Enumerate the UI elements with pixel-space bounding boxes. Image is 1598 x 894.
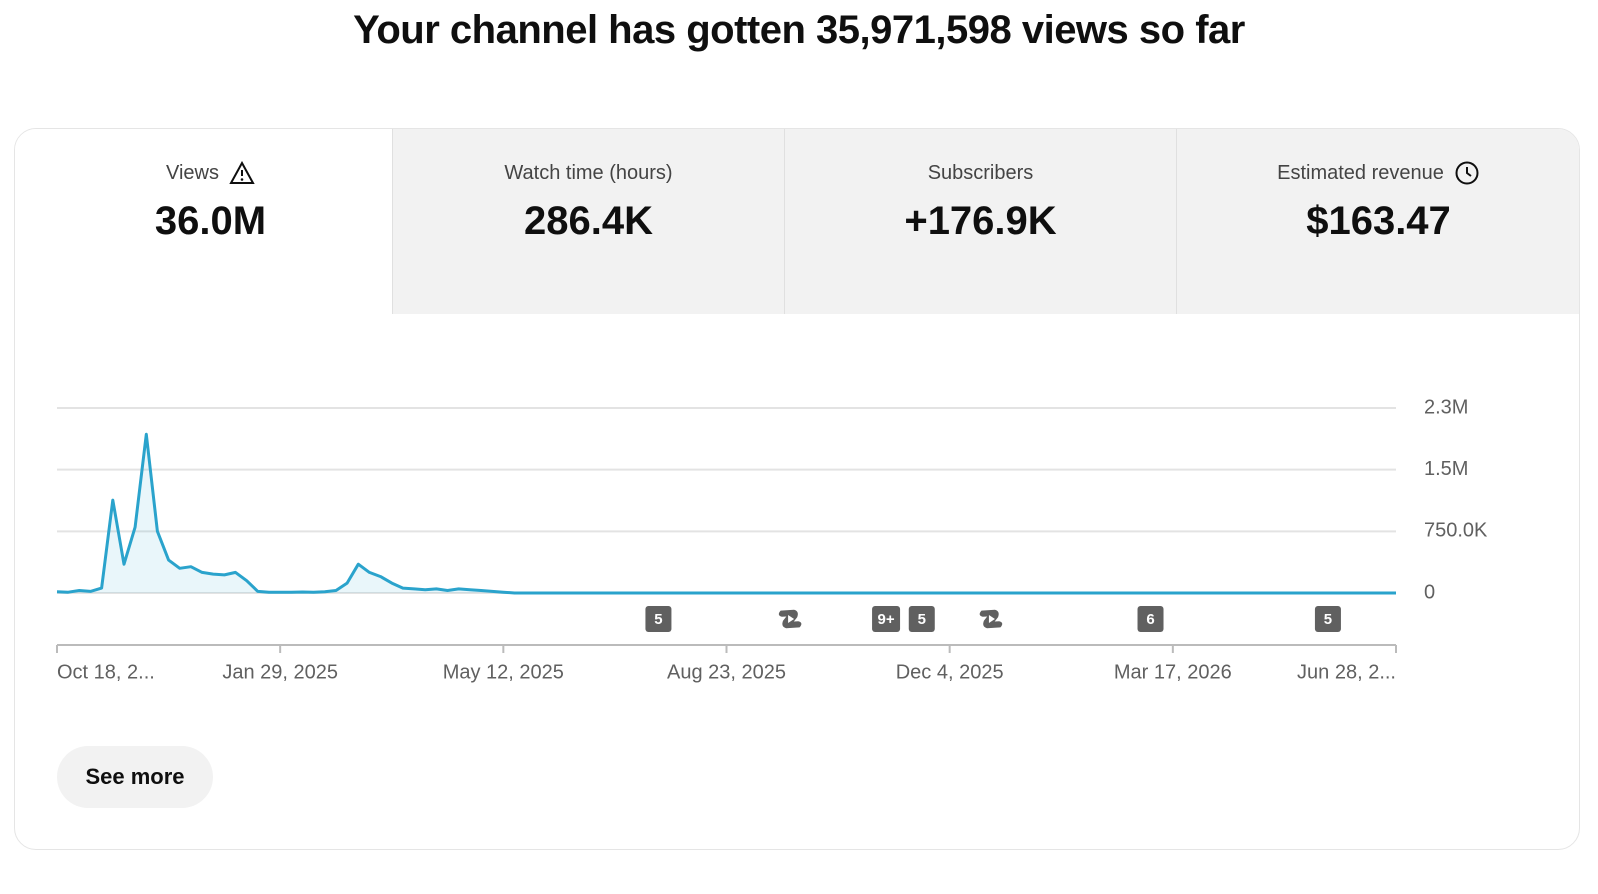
tab-label: Estimated revenue bbox=[1277, 161, 1444, 184]
chart: 0 750.0K 1.5M 2.3M Oct 18, 2... Jan 29, 2025 M… bbox=[56, 396, 1488, 683]
metric-tab[interactable]: Estimated revenue $163.47 bbox=[1176, 129, 1579, 314]
tab-value: +176.9K bbox=[904, 199, 1057, 243]
video-marker bbox=[645, 606, 672, 632]
metric-tab[interactable]: Watch time (hours) 286.4K bbox=[392, 129, 784, 314]
x-tick-label: Aug 23, 2025 bbox=[667, 661, 786, 683]
metric-tab[interactable]: Views 36.0M bbox=[15, 129, 406, 314]
video-marker bbox=[1314, 606, 1341, 632]
page-title: Your channel has gotten 35,971,598 views… bbox=[353, 8, 1245, 52]
x-tick-label: Mar 17, 2026 bbox=[1114, 661, 1232, 683]
area-fill bbox=[57, 434, 1396, 593]
video-marker bbox=[872, 606, 901, 632]
metric-tab[interactable]: Subscribers +176.9K bbox=[784, 129, 1176, 314]
tab-label: Watch time (hours) bbox=[504, 161, 673, 184]
x-tick-label: Jun 28, 2... bbox=[1297, 661, 1396, 683]
see-more-button[interactable]: See more bbox=[57, 746, 213, 808]
y-tick-label: 1.5M bbox=[1424, 458, 1468, 480]
video-marker-label: 9+ bbox=[878, 611, 895, 628]
analytics-card: Views 36.0M Watch time (hours) 286.4K Su… bbox=[14, 128, 1580, 850]
shorts-play bbox=[788, 615, 795, 623]
tab-label: Views bbox=[166, 161, 219, 184]
y-tick-label: 750.0K bbox=[1424, 520, 1488, 542]
tab-value: $163.47 bbox=[1306, 199, 1451, 243]
video-marker-label: 5 bbox=[1324, 611, 1332, 628]
x-tick-label: May 12, 2025 bbox=[443, 661, 564, 683]
x-tick-label: Oct 18, 2... bbox=[57, 661, 155, 683]
warning-icon bbox=[229, 161, 255, 184]
tab-label: Subscribers bbox=[927, 161, 1034, 184]
shorts-play bbox=[988, 615, 995, 623]
tab-value: 36.0M bbox=[154, 199, 267, 243]
video-marker-label: 5 bbox=[654, 611, 662, 628]
video-marker-label: 6 bbox=[1146, 611, 1154, 628]
tab-value: 286.4K bbox=[524, 199, 653, 243]
video-marker bbox=[1137, 606, 1164, 632]
x-tick-label: Jan 29, 2025 bbox=[222, 661, 338, 683]
y-tick-label: 2.3M bbox=[1424, 396, 1468, 418]
line bbox=[56, 432, 1396, 595]
video-marker bbox=[908, 606, 935, 632]
video-marker-label: 5 bbox=[918, 611, 926, 628]
y-tick-label: 0 bbox=[1424, 581, 1435, 603]
clock-icon bbox=[1455, 161, 1479, 185]
x-tick-label: Dec 4, 2025 bbox=[896, 661, 1004, 683]
